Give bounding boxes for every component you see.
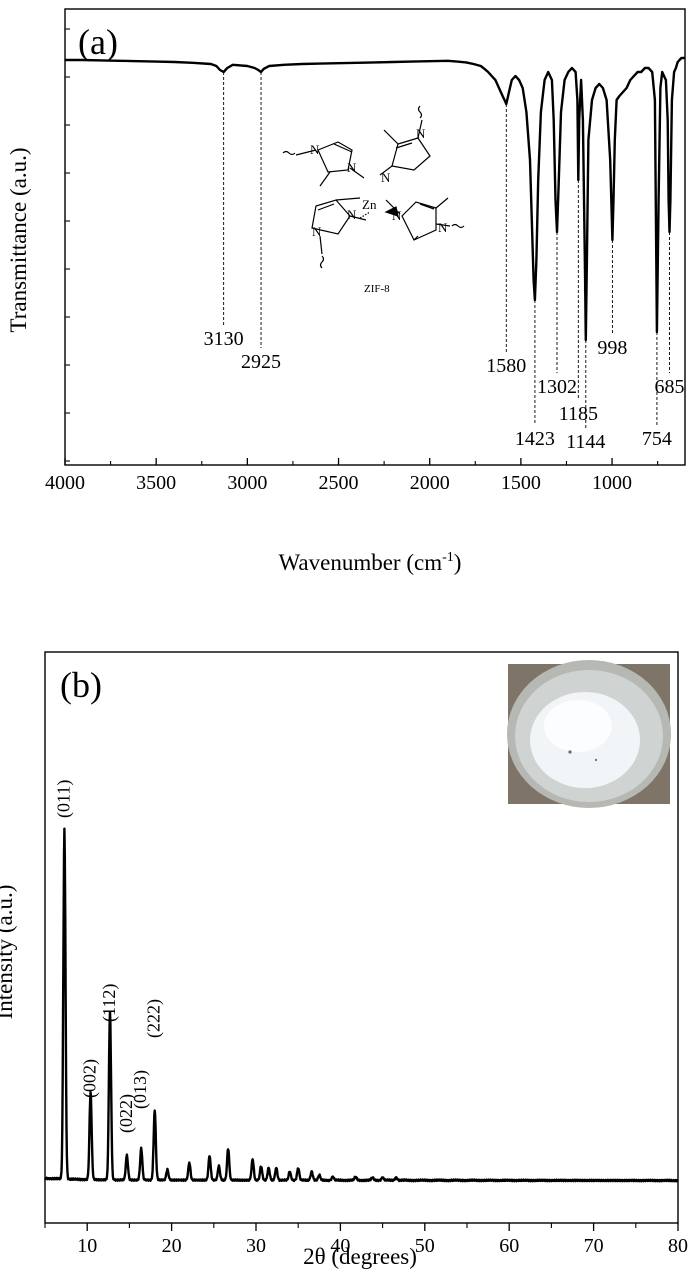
panel-b-frame [44, 651, 679, 1224]
panel-a: (a) Transmittance (a.u.) Wavenumber (cm-… [6, 8, 686, 575]
panel-b: (b) Intensity (a.u.) 2θ (degrees) 10 20 30… [0, 651, 688, 1269]
panel-a-series-line [65, 56, 685, 342]
annotation-label: 3130 [204, 328, 244, 350]
panel-a-ylabel: Transmittance (a.u.) [6, 147, 31, 332]
xtick-label: 40 [330, 1235, 350, 1257]
panel-b-series-line [44, 827, 679, 1183]
xtick-label: 30 [246, 1235, 266, 1257]
atom-n-8: N [438, 220, 448, 235]
zif8-caption: ZIF-8 [364, 283, 390, 295]
powder-highlight [544, 700, 612, 752]
panel-a-xlabel-sup: -1 [442, 550, 454, 565]
atom-zn: Zn [362, 197, 377, 212]
xtick-label: 4000 [45, 472, 85, 494]
panel-b-ylabel: Intensity (a.u.) [0, 885, 17, 1020]
peak-label: (013) [130, 1070, 151, 1109]
peak-label: (011) [53, 780, 74, 818]
annotation-label: 1423 [515, 428, 555, 450]
powder-photo-inset [507, 660, 671, 808]
peak-label: (022) [116, 1094, 137, 1133]
xtick-label: 20 [162, 1235, 182, 1257]
xtick-label: 2500 [319, 472, 359, 494]
xtick-label: 10 [77, 1235, 97, 1257]
panel-a-frame [64, 8, 686, 466]
peak-label: (112) [99, 984, 120, 1022]
panel-b-xlabel: 2θ (degrees) [303, 1244, 417, 1269]
panel-b-xticks: 10 20 30 40 50 60 70 80 [44, 1223, 688, 1257]
panel-b-label: (b) [60, 665, 102, 705]
annotation-label: 1580 [486, 355, 526, 377]
atom-n-3: N [416, 126, 426, 141]
peak-label: (002) [80, 1059, 101, 1098]
atom-n-7: N [392, 208, 402, 223]
xtick-label: 60 [499, 1235, 519, 1257]
atom-n-1: N [310, 142, 320, 157]
powder-speck [594, 758, 598, 762]
panel-a-label: (a) [78, 22, 118, 62]
atom-n-6: N [312, 224, 322, 239]
atom-n-2: N [347, 160, 357, 175]
annotation-label: 998 [597, 337, 627, 359]
panel-a-xlabel-close: ) [454, 550, 462, 575]
annotation-label: 2925 [241, 351, 281, 373]
xtick-label: 3000 [227, 472, 267, 494]
xtick-label: 1000 [592, 472, 632, 494]
xtick-label: 80 [668, 1235, 688, 1257]
xtick-label: 70 [584, 1235, 604, 1257]
powder-speck [568, 750, 572, 754]
xtick-label: 3500 [136, 472, 176, 494]
panel-a-xlabel: Wavenumber (cm-1) [279, 550, 462, 575]
annotation-label: 685 [655, 376, 685, 398]
annotation-label: 1144 [566, 431, 605, 453]
annotation-label: 1302 [537, 376, 577, 398]
annotation-label: 754 [642, 428, 672, 450]
annotation-label: 1185 [559, 403, 598, 425]
atom-n-5: N [347, 207, 357, 222]
zif8-structure-inset [282, 105, 465, 269]
xtick-label: 2000 [410, 472, 450, 494]
panel-a-xticks: 4000 3500 3000 2500 2000 1500 1000 [45, 28, 659, 494]
xtick-label: 1500 [501, 472, 541, 494]
panel-a-xlabel-main: Wavenumber (cm [279, 550, 443, 575]
xtick-label: 50 [415, 1235, 435, 1257]
peak-label: (222) [144, 999, 165, 1038]
zif8-atom-labels: N N N N N N N N Zn ZIF-8 [310, 126, 448, 295]
atom-n-4: N [381, 170, 391, 185]
panel-b-peak-labels: (011) (002) (112) (022)(013) (222) [53, 780, 164, 1133]
